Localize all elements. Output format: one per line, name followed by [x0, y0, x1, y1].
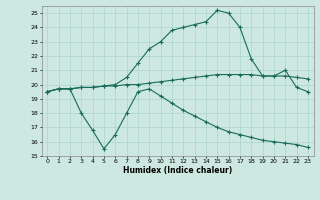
X-axis label: Humidex (Indice chaleur): Humidex (Indice chaleur): [123, 166, 232, 175]
